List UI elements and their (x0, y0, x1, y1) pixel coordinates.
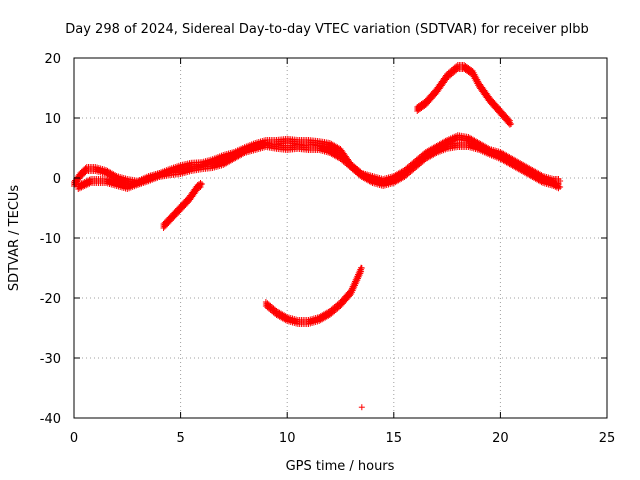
y-tick-label: -40 (40, 412, 61, 427)
series-outlier (358, 404, 365, 411)
x-tick-label: 5 (176, 431, 184, 446)
y-tick-label: 0 (53, 172, 61, 187)
y-tick-label: -20 (40, 292, 61, 307)
series-diagonal-segment (160, 180, 205, 231)
data-points (71, 62, 564, 411)
data-point (557, 178, 564, 184)
data-point (557, 184, 564, 190)
series-lower-arc (262, 264, 365, 327)
y-tick-label: -30 (40, 352, 61, 367)
data-point (196, 185, 203, 191)
series-secondary-band (75, 140, 564, 192)
y-tick-label: 20 (44, 52, 61, 67)
data-point (506, 121, 513, 128)
data-point (358, 404, 365, 411)
x-tick-label: 20 (492, 431, 509, 446)
series-upper-arc (414, 62, 515, 128)
y-axis-label: SDTVAR / TECUs (7, 185, 22, 292)
y-tick-label: -10 (40, 232, 61, 247)
chart-title: Day 298 of 2024, Sidereal Day-to-day VTE… (65, 22, 589, 37)
x-axis-label: GPS time / hours (286, 459, 395, 474)
x-tick-label: 10 (279, 431, 296, 446)
x-tick-label: 15 (386, 431, 403, 446)
data-point (198, 181, 205, 187)
x-tick-label: 25 (599, 431, 616, 446)
axis-ticks: 0 5 10 15 20 25 -40 -30 -20 -10 0 10 20 (40, 52, 616, 446)
data-point (358, 268, 365, 275)
data-point (346, 292, 353, 299)
data-point (508, 121, 515, 127)
data-point (82, 169, 89, 176)
y-tick-label: 10 (44, 112, 61, 127)
x-tick-label: 0 (70, 431, 78, 446)
data-point (197, 184, 204, 190)
data-point (358, 265, 365, 271)
